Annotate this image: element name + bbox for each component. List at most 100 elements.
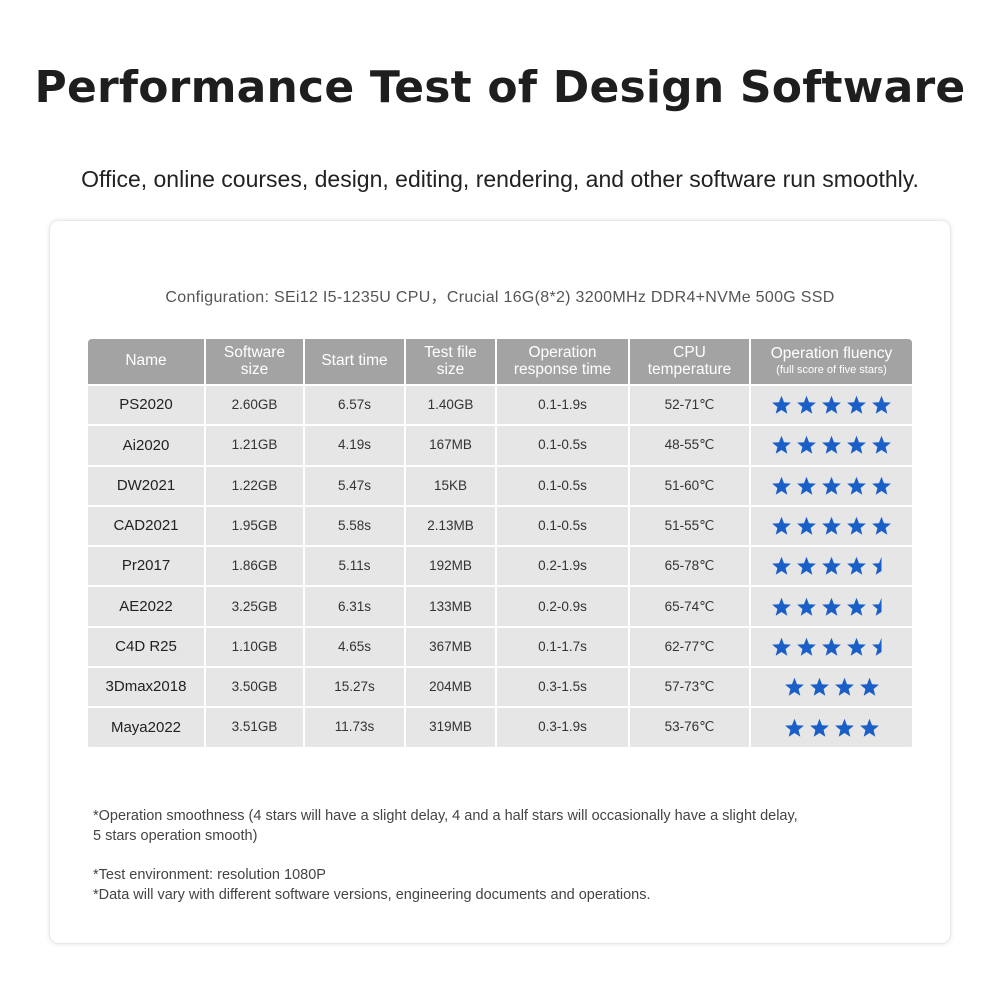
star-icon bbox=[797, 436, 816, 455]
cell-test-file-size: 319MB bbox=[406, 708, 497, 747]
header-cpu-temperature: CPU temperature bbox=[630, 339, 751, 384]
star-icon bbox=[809, 678, 829, 696]
table-row: AE2022 3.25GB 6.31s 133MB 0.2-0.9s 65-74℃ bbox=[88, 587, 912, 628]
cell-response-time: 0.1-1.7s bbox=[497, 627, 630, 667]
cell-cpu-temperature: 51-55℃ bbox=[630, 506, 751, 546]
header-name-label: Name bbox=[125, 352, 167, 370]
cell-operation-fluency bbox=[751, 587, 912, 625]
header-name: Name bbox=[88, 339, 206, 384]
cell-cpu-temperature: 65-74℃ bbox=[630, 587, 751, 626]
star-icon bbox=[822, 557, 841, 576]
cell-start-time: 5.47s bbox=[305, 466, 406, 505]
star-rating bbox=[784, 677, 880, 697]
cell-operation-fluency bbox=[751, 547, 912, 585]
cell-cpu-temperature: 65-78℃ bbox=[630, 547, 751, 586]
cell-operation-fluency bbox=[751, 467, 912, 505]
cell-name: Maya2022 bbox=[88, 708, 206, 747]
cell-name: 3Dmax2018 bbox=[88, 668, 206, 707]
star-icon bbox=[797, 516, 816, 535]
configuration-text: Configuration: SEi12 I5-1235U CPU，Crucia… bbox=[165, 289, 835, 306]
star-icon bbox=[784, 678, 804, 696]
star-icon bbox=[772, 395, 791, 414]
star-icon bbox=[872, 476, 891, 495]
star-icon bbox=[772, 637, 791, 656]
cell-response-time: 0.1-0.5s bbox=[497, 506, 630, 546]
half-star-icon bbox=[872, 557, 882, 576]
cell-response-time: 0.1-1.9s bbox=[497, 386, 630, 425]
header-operation-fluency: Operation fluency (full score of five st… bbox=[751, 339, 912, 384]
performance-table: Name Software size Start time Test file … bbox=[88, 339, 912, 749]
table-body: PS2020 2.60GB 6.57s 1.40GB 0.1-1.9s 52-71℃ Ai2… bbox=[88, 386, 912, 749]
star-icon bbox=[834, 718, 854, 737]
header-response-line2: response time bbox=[513, 360, 612, 378]
table-row: 3Dmax2018 3.50GB 15.27s 204MB 0.3-1.5s 57-73℃ bbox=[88, 668, 912, 709]
star-rating bbox=[771, 516, 892, 536]
cell-start-time: 4.65s bbox=[305, 627, 406, 667]
header-start-time: Start time bbox=[305, 339, 406, 384]
star-icon bbox=[859, 718, 879, 737]
page-title: Performance Test of Design Software bbox=[34, 62, 966, 113]
table-row: Maya2022 3.51GB 11.73s 319MB 0.3-1.9s 53-76℃ bbox=[88, 708, 912, 749]
cell-name: CAD2021 bbox=[88, 506, 206, 546]
cell-test-file-size: 167MB bbox=[406, 426, 497, 465]
star-icon bbox=[847, 597, 866, 616]
header-start-time-label: Start time bbox=[321, 352, 388, 370]
cell-test-file-size: 204MB bbox=[406, 668, 497, 707]
star-rating bbox=[771, 597, 892, 617]
cell-start-time: 15.27s bbox=[305, 668, 406, 707]
cell-software-size: 1.21GB bbox=[206, 426, 305, 465]
star-icon bbox=[872, 395, 891, 414]
cell-test-file-size: 2.13MB bbox=[406, 506, 497, 546]
header-test-file-size: Test file size bbox=[406, 339, 497, 384]
star-icon bbox=[859, 678, 879, 696]
footnote-environment: *Test environment: resolution 1080P bbox=[93, 867, 326, 883]
star-icon bbox=[872, 516, 891, 535]
cell-software-size: 3.50GB bbox=[206, 668, 305, 707]
results-card: Configuration: SEi12 I5-1235U CPU，Crucia… bbox=[50, 221, 950, 943]
header-software-size-line2: size bbox=[240, 360, 269, 378]
header-response-time: Operation response time bbox=[497, 339, 630, 384]
cell-test-file-size: 1.40GB bbox=[406, 386, 497, 425]
star-icon bbox=[797, 557, 816, 576]
header-software-size: Software size bbox=[206, 339, 305, 384]
cell-response-time: 0.2-1.9s bbox=[497, 547, 630, 586]
table-row: Ai2020 1.21GB 4.19s 167MB 0.1-0.5s 48-55℃ bbox=[88, 426, 912, 467]
star-icon bbox=[809, 718, 829, 737]
star-icon bbox=[797, 597, 816, 616]
half-star-icon bbox=[872, 597, 882, 616]
star-icon bbox=[797, 637, 816, 656]
cell-response-time: 0.1-0.5s bbox=[497, 426, 630, 465]
cell-operation-fluency bbox=[751, 668, 912, 706]
star-icon bbox=[784, 718, 804, 737]
star-icon bbox=[797, 476, 816, 495]
header-test-file-line2: size bbox=[436, 360, 465, 378]
table-header-row: Name Software size Start time Test file … bbox=[88, 339, 912, 386]
star-icon bbox=[847, 637, 866, 656]
page-subtitle: Office, online courses, design, editing,… bbox=[81, 166, 919, 192]
cell-test-file-size: 192MB bbox=[406, 547, 497, 586]
cell-response-time: 0.2-0.9s bbox=[497, 587, 630, 626]
cell-name: PS2020 bbox=[88, 386, 206, 425]
star-icon bbox=[847, 557, 866, 576]
cell-software-size: 1.10GB bbox=[206, 627, 305, 667]
star-icon bbox=[772, 557, 791, 576]
star-rating bbox=[771, 556, 892, 576]
cell-start-time: 6.57s bbox=[305, 386, 406, 425]
star-icon bbox=[834, 678, 854, 696]
cell-start-time: 6.31s bbox=[305, 587, 406, 626]
cell-software-size: 3.51GB bbox=[206, 708, 305, 747]
table-row: DW2021 1.22GB 5.47s 15KB 0.1-0.5s 51-60℃ bbox=[88, 466, 912, 507]
star-icon bbox=[822, 476, 841, 495]
cell-operation-fluency bbox=[751, 628, 912, 666]
footnote-smoothness-line2: 5 stars operation smooth) bbox=[93, 828, 258, 844]
half-star-icon bbox=[872, 637, 882, 656]
star-icon bbox=[822, 597, 841, 616]
star-icon bbox=[772, 516, 791, 535]
cell-operation-fluency bbox=[751, 386, 912, 424]
cell-test-file-size: 15KB bbox=[406, 466, 497, 505]
star-rating bbox=[771, 395, 892, 415]
star-icon bbox=[822, 516, 841, 535]
cell-software-size: 1.95GB bbox=[206, 506, 305, 546]
star-icon bbox=[772, 476, 791, 495]
star-icon bbox=[847, 436, 866, 455]
